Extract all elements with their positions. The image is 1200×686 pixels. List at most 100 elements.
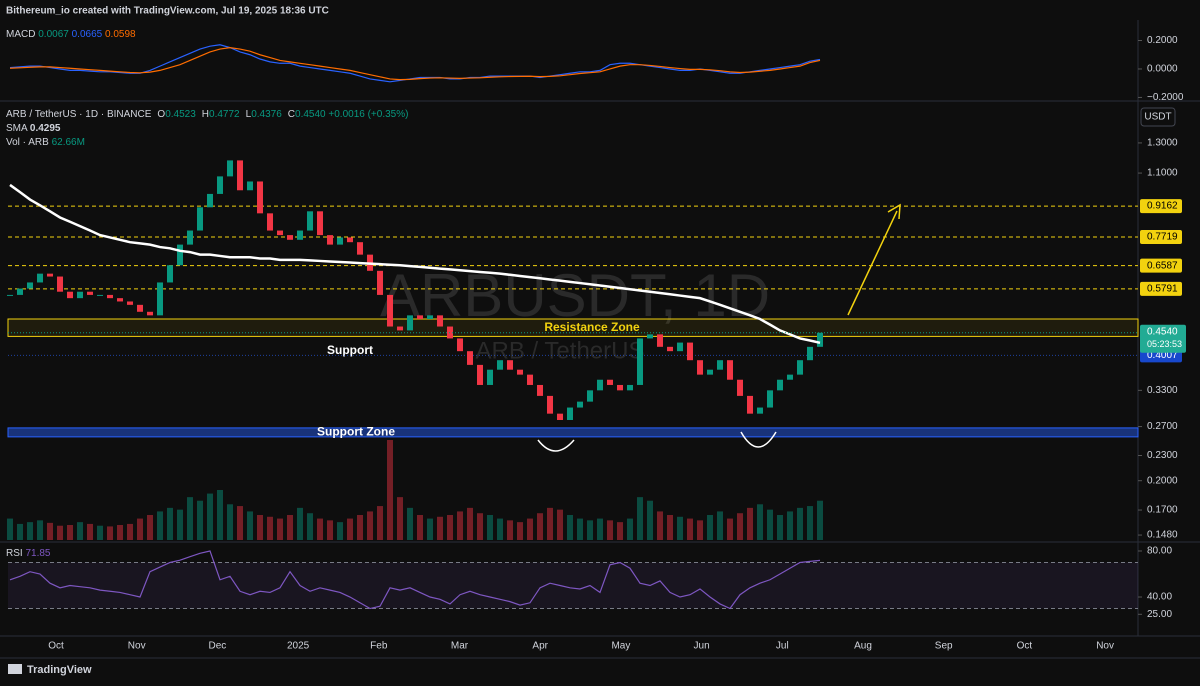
candle bbox=[57, 276, 63, 292]
volume-bar bbox=[427, 518, 433, 540]
macd-tick-label: −0.2000 bbox=[1147, 92, 1184, 103]
x-tick-label: Nov bbox=[128, 641, 146, 652]
volume-bar bbox=[417, 515, 423, 540]
volume-bar bbox=[327, 520, 333, 540]
ohlc-label: C bbox=[288, 109, 295, 120]
volume-bar bbox=[317, 518, 323, 540]
macd-title: MACD bbox=[6, 29, 35, 40]
y-tick-label: 0.2000 bbox=[1147, 475, 1178, 486]
volume-bar bbox=[597, 518, 603, 540]
x-tick-label: Mar bbox=[451, 641, 469, 652]
candle bbox=[387, 294, 393, 327]
candle bbox=[767, 390, 773, 408]
change: +0.0016 (+0.35%) bbox=[328, 109, 408, 120]
macd-tick-label: 0.0000 bbox=[1147, 64, 1178, 75]
candle bbox=[807, 346, 813, 361]
symbol-legend: ARB / TetherUS · 1D · BINANCE O0.4523 H0.4… bbox=[6, 109, 408, 120]
candle bbox=[467, 351, 473, 365]
volume-bar bbox=[817, 500, 823, 540]
candle bbox=[427, 315, 433, 320]
candle bbox=[547, 395, 553, 414]
volume-bar bbox=[307, 513, 313, 540]
attribution: Bithereum_io created with TradingView.co… bbox=[6, 6, 329, 17]
signal-value: 0.0598 bbox=[105, 29, 136, 40]
ohlc-value: 0.4772 bbox=[209, 109, 240, 120]
candle bbox=[677, 342, 683, 352]
volume-bar bbox=[57, 525, 63, 540]
x-tick-label: 2025 bbox=[287, 641, 310, 652]
rsi-line bbox=[9, 550, 821, 610]
x-tick-label: Apr bbox=[532, 641, 548, 652]
volume-bar bbox=[757, 504, 763, 540]
volume-bar bbox=[737, 513, 743, 540]
candle bbox=[257, 181, 263, 214]
x-tick-label: Dec bbox=[209, 641, 227, 652]
candle bbox=[817, 332, 823, 347]
candle bbox=[537, 384, 543, 396]
rsi-tick-label: 40.00 bbox=[1147, 592, 1172, 603]
volume-bar bbox=[487, 515, 493, 540]
candle bbox=[687, 342, 693, 361]
candle bbox=[647, 334, 653, 339]
candle bbox=[277, 230, 283, 236]
candle bbox=[787, 374, 793, 380]
volume-bar bbox=[717, 511, 723, 540]
level-value: 0.7719 bbox=[1147, 232, 1178, 243]
candle bbox=[577, 401, 583, 408]
volume-bar bbox=[747, 507, 753, 540]
volume-bar bbox=[787, 511, 793, 540]
volume-legend: Vol · ARB 62.66M bbox=[6, 137, 85, 148]
volume-bar bbox=[37, 520, 43, 540]
candle bbox=[707, 369, 713, 375]
volume-bar bbox=[167, 507, 173, 540]
volume-bar bbox=[657, 511, 663, 540]
candle bbox=[217, 176, 223, 194]
volume-bar bbox=[257, 515, 263, 540]
candle bbox=[307, 211, 313, 231]
y-tick-label: 0.1700 bbox=[1147, 505, 1178, 516]
volume-bar bbox=[677, 516, 683, 540]
volume-bar bbox=[627, 518, 633, 540]
candle bbox=[297, 230, 303, 240]
volume-bar bbox=[297, 507, 303, 540]
candle bbox=[97, 294, 103, 296]
candle bbox=[227, 160, 233, 177]
ohlc-value: 0.4376 bbox=[251, 109, 282, 120]
volume-bar bbox=[557, 509, 563, 540]
ohlc-value: 0.4523 bbox=[165, 109, 196, 120]
currency-button[interactable] bbox=[1140, 107, 1176, 127]
volume-bar bbox=[607, 520, 613, 540]
volume-bar bbox=[187, 497, 193, 540]
x-tick-label: May bbox=[611, 641, 630, 652]
volume-bar bbox=[357, 515, 363, 540]
support-value: 0.4007 bbox=[1147, 350, 1178, 361]
candle bbox=[397, 326, 403, 331]
candle bbox=[107, 294, 113, 299]
volume-bar bbox=[77, 522, 83, 540]
volume-bar bbox=[397, 497, 403, 540]
candle bbox=[777, 379, 783, 391]
volume-bar bbox=[617, 522, 623, 540]
y-tick-label: 0.2300 bbox=[1147, 450, 1178, 461]
volume-bar bbox=[467, 507, 473, 540]
ohlc-value: 0.4540 bbox=[295, 109, 326, 120]
zone-label: Resistance Zone bbox=[544, 320, 640, 334]
arrow bbox=[847, 210, 898, 316]
volume-bar bbox=[227, 504, 233, 540]
volume-bar bbox=[767, 509, 773, 540]
volume-bar bbox=[17, 523, 23, 540]
volume-bar bbox=[797, 507, 803, 540]
candle bbox=[497, 360, 503, 370]
level-box bbox=[1140, 258, 1182, 273]
candle bbox=[797, 360, 803, 375]
candle bbox=[267, 213, 273, 231]
zone bbox=[7, 318, 1139, 337]
volume-bar bbox=[87, 523, 93, 540]
currency[interactable]: USDT bbox=[1144, 112, 1171, 123]
volume-bar bbox=[667, 515, 673, 540]
candle bbox=[127, 301, 133, 305]
candle bbox=[747, 395, 753, 414]
rsi-tick-label: 80.00 bbox=[1147, 546, 1172, 557]
signal-line bbox=[9, 47, 821, 81]
